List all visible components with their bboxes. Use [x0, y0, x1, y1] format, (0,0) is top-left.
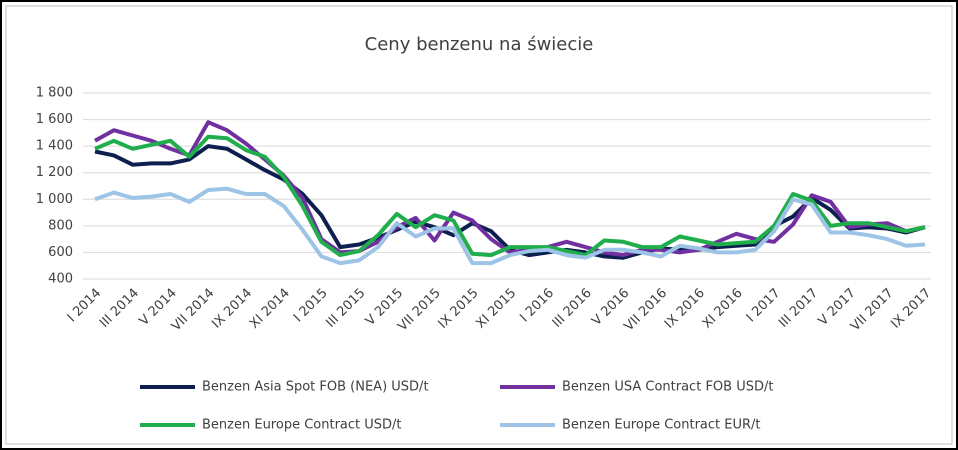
series-line — [94, 134, 926, 258]
y-tick-label: 400 — [48, 272, 73, 287]
y-tick-label: 800 — [48, 218, 73, 233]
series-line — [94, 120, 926, 258]
y-tick-label: 600 — [48, 245, 73, 260]
y-tick-label: 1 000 — [36, 192, 73, 207]
y-tick-label: 1 800 — [36, 86, 73, 101]
chart-title: Ceny benzenu na świecie — [365, 34, 594, 55]
legend-label: Benzen Europe Contract EUR/t — [562, 418, 761, 433]
legend-label: Benzen USA Contract FOB USD/t — [562, 380, 773, 395]
series-line — [94, 186, 926, 266]
legend-label: Benzen Europe Contract USD/t — [202, 418, 402, 433]
y-tick-label: 1 200 — [36, 165, 73, 180]
y-tick-label: 1 600 — [36, 112, 73, 127]
y-tick-label: 1 400 — [36, 139, 73, 154]
chart-area — [5, 5, 953, 445]
legend-label: Benzen Asia Spot FOB (NEA) USD/t — [202, 380, 429, 395]
series-line — [94, 144, 926, 260]
